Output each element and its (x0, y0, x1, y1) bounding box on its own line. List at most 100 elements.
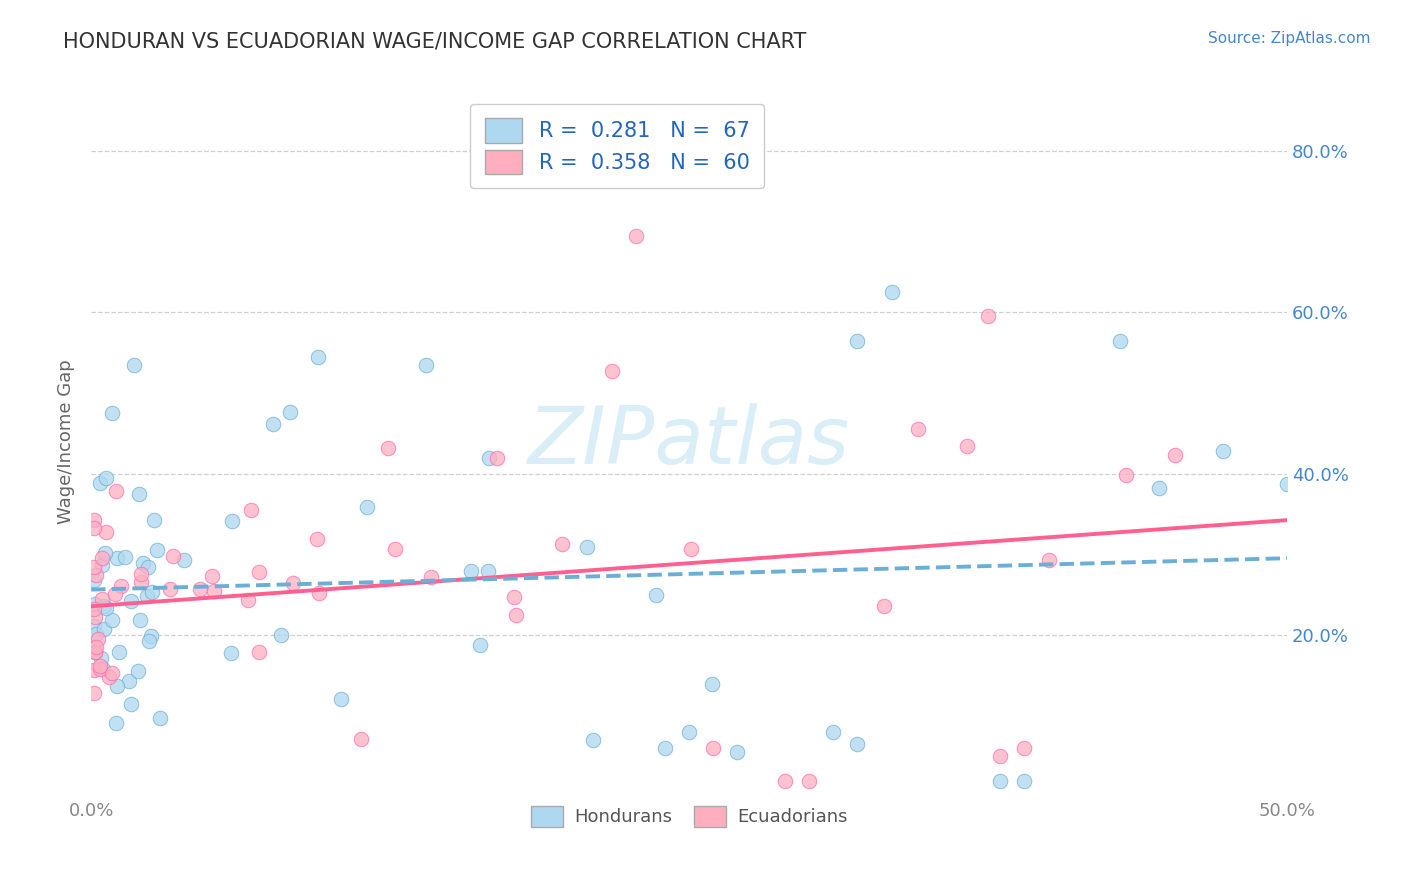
Point (89, 475, 111, 490)
Point (96, 525, 118, 540)
Point (89, 659, 111, 673)
Text: ZIPatlas: ZIPatlas (529, 402, 851, 481)
Point (91, 662, 114, 676)
Point (1164, 448, 1187, 462)
Point (100, 665, 122, 680)
Point (143, 513, 166, 527)
Point (128, 487, 150, 501)
Point (880, 285, 903, 299)
Point (105, 679, 128, 693)
Legend: Hondurans, Ecuadorians: Hondurans, Ecuadorians (523, 798, 855, 834)
Point (93, 599, 115, 613)
Point (83, 619, 105, 633)
Point (977, 310, 1000, 324)
Point (159, 582, 181, 596)
Point (1108, 334, 1130, 348)
Point (600, 364, 623, 378)
Point (1275, 477, 1298, 491)
Point (83, 601, 105, 615)
Point (173, 552, 195, 566)
Point (86, 568, 108, 582)
Point (988, 749, 1011, 764)
Point (114, 550, 136, 565)
Point (83, 521, 105, 535)
Point (90, 592, 112, 607)
Point (956, 439, 979, 453)
Point (377, 442, 399, 456)
Point (821, 725, 844, 739)
Point (505, 607, 527, 622)
Point (91, 558, 114, 572)
Point (90, 833, 112, 847)
Point (1212, 443, 1234, 458)
Point (470, 638, 492, 652)
Point (122, 358, 145, 372)
Point (1038, 553, 1060, 567)
Point (141, 629, 163, 643)
Point (127, 665, 149, 679)
Text: HONDURAN VS ECUADORIAN WAGE/INCOME GAP CORRELATION CHART: HONDURAN VS ECUADORIAN WAGE/INCOME GAP C… (63, 31, 807, 51)
Point (118, 673, 141, 688)
Point (679, 541, 702, 556)
Point (582, 733, 605, 747)
Point (281, 576, 304, 591)
Point (988, 773, 1011, 788)
Point (872, 599, 894, 613)
Point (486, 450, 509, 465)
Point (308, 586, 330, 600)
Point (240, 503, 263, 517)
Point (202, 584, 225, 599)
Point (89, 662, 111, 676)
Point (104, 587, 127, 601)
Point (201, 569, 224, 583)
Point (83, 574, 105, 588)
Point (83, 663, 105, 677)
Point (219, 646, 242, 660)
Point (329, 692, 352, 706)
Point (221, 514, 243, 528)
Point (907, 421, 929, 435)
Point (305, 532, 328, 546)
Point (105, 483, 128, 498)
Point (420, 570, 443, 584)
Point (94, 471, 117, 485)
Point (90, 551, 112, 566)
Point (702, 741, 724, 756)
Point (349, 732, 371, 747)
Point (83, 513, 105, 527)
Point (120, 593, 142, 607)
Point (162, 549, 184, 563)
Point (654, 741, 676, 756)
Point (149, 711, 172, 725)
Point (700, 677, 723, 691)
Point (797, 773, 820, 788)
Point (83, 560, 105, 574)
Point (94, 600, 117, 615)
Point (415, 358, 437, 372)
Point (773, 773, 796, 788)
Point (1147, 481, 1170, 495)
Point (136, 589, 159, 603)
Point (270, 628, 292, 642)
Point (104, 715, 127, 730)
Point (845, 334, 868, 348)
Point (1012, 773, 1035, 788)
Point (551, 537, 574, 551)
Point (678, 725, 700, 739)
Point (101, 405, 124, 419)
Point (278, 405, 301, 419)
Point (101, 613, 124, 627)
Point (84, 626, 107, 640)
Point (356, 500, 378, 514)
Y-axis label: Wage/Income Gap: Wage/Income Gap (58, 359, 75, 524)
Point (120, 697, 142, 711)
Point (93, 622, 115, 636)
Point (575, 540, 598, 554)
Point (141, 585, 163, 599)
Point (129, 566, 152, 581)
Point (477, 564, 499, 578)
Point (503, 590, 526, 604)
Point (84, 597, 107, 611)
Point (1012, 741, 1035, 756)
Point (247, 645, 270, 659)
